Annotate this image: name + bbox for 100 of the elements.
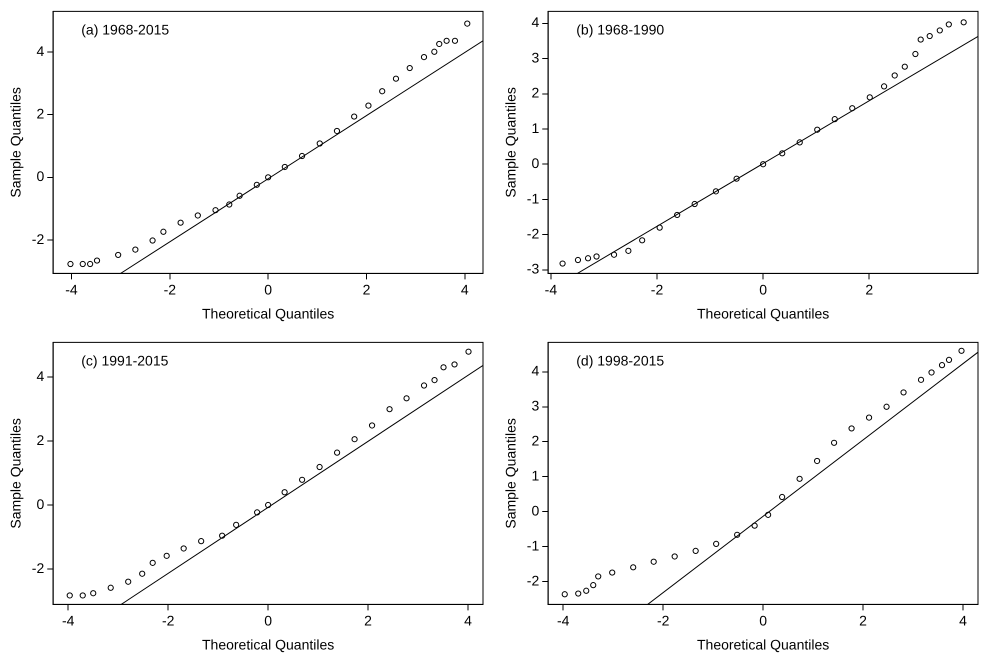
y-tick-label: 1 [531,120,540,136]
y-tick-label: 4 [531,362,540,379]
y-tick-label: 4 [531,14,540,30]
y-tick-label: -2 [526,572,540,589]
point [765,512,772,518]
y-tick-label: 0 [36,496,44,512]
point [848,425,855,432]
point [444,38,450,44]
point [692,200,698,208]
y-tick-label: 3 [531,398,540,414]
y-tick-label: -1 [526,190,540,206]
point [80,260,86,268]
y-tick-label: 2 [531,84,540,101]
point [880,83,888,90]
point [752,522,758,529]
x-tick-label: 2 [859,612,868,629]
x-tick-label: 2 [362,282,371,298]
y-tick-label: -1 [526,538,540,554]
point [198,538,204,544]
point [832,116,838,122]
point [936,27,943,34]
y-tick-label: -2 [32,560,44,576]
point [351,113,358,120]
point [420,382,428,389]
point [254,509,260,516]
point [926,32,933,40]
point [650,558,657,565]
point [299,476,306,483]
point [609,569,616,576]
point [125,578,132,585]
point [132,246,138,253]
y-tick-label: 2 [36,432,44,448]
x-tick-label: 4 [464,612,472,629]
point [178,220,184,226]
point [814,458,820,464]
point [334,450,340,456]
point [406,64,413,72]
point [928,369,935,376]
point [796,476,803,482]
point [630,564,636,570]
point [734,532,740,538]
point [94,257,100,264]
point [912,50,918,58]
point [212,207,219,214]
point [392,76,400,82]
point [66,592,73,599]
point [946,21,952,28]
point [233,522,240,528]
point [902,64,908,70]
annotation: (b) 1968-1990 [576,21,664,38]
x-axis-title: Theoretical Quantiles [696,636,830,652]
point [149,237,156,244]
point [960,19,967,26]
point [559,260,566,267]
point [796,139,803,146]
point [639,237,646,244]
x-axis-title: Theoretical Quantiles [202,636,334,652]
x-axis-title: Theoretical Quantiles [696,305,830,322]
point [451,361,458,368]
point [219,532,226,539]
point [590,582,596,588]
point [866,94,873,100]
y-axis-title: Sample Quantiles [7,87,24,198]
x-tick-label: -4 [65,282,78,298]
point [918,376,924,383]
point [465,348,472,355]
point [900,389,907,396]
point [656,224,663,231]
y-tick-label: -3 [526,260,540,277]
point [282,164,288,170]
y-tick-label: -2 [32,230,44,247]
point [316,464,323,470]
point [368,422,376,429]
point [733,176,740,182]
point [712,188,720,194]
point [108,584,114,591]
point [938,362,946,368]
x-tick-label: -2 [164,282,176,298]
point [672,553,678,560]
point [918,36,924,43]
point [334,128,340,134]
point [194,212,201,219]
point [431,48,438,55]
point [139,570,146,577]
point [760,161,766,168]
point [436,40,442,48]
x-tick-label: -4 [544,282,558,298]
point [440,364,447,370]
point [150,560,156,566]
point [298,152,306,160]
x-tick-label: 0 [264,282,272,298]
point [562,591,568,598]
point [830,440,838,446]
point [866,414,872,421]
x-tick-label: 2 [865,282,874,298]
point [946,356,952,363]
point [379,88,386,94]
point [254,182,260,188]
annotation: (c) 1991-2015 [81,352,169,368]
y-axis-title: Sample Quantiles [7,418,24,529]
